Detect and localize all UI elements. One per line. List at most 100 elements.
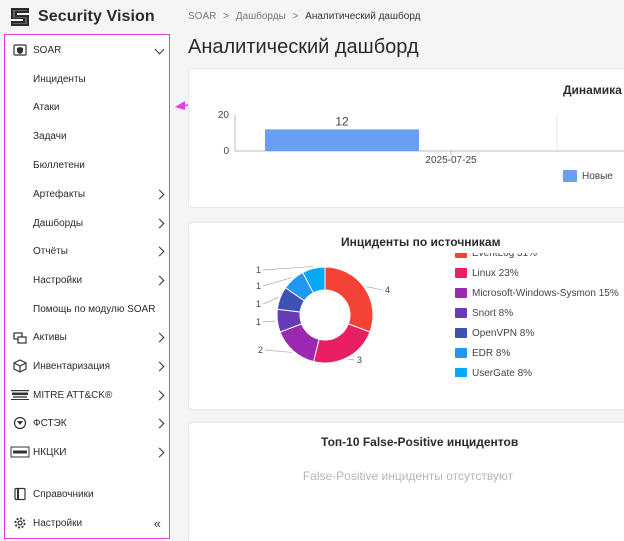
sidebar-item-soar[interactable]: SOAR bbox=[5, 36, 169, 64]
sources-legend: EventLog 31% Linux 23% Microsoft-Windows-S… bbox=[189, 253, 624, 377]
sidebar-item-label: Инциденты bbox=[33, 73, 86, 85]
legend-swatch bbox=[455, 288, 467, 298]
chevron-right-icon bbox=[154, 246, 165, 256]
legend-label: Microsoft-Windows-Sysmon 15% bbox=[472, 287, 619, 299]
chevron-right-icon bbox=[154, 218, 165, 228]
sidebar-item-reports[interactable]: Отчёты bbox=[5, 237, 169, 265]
y-tick-label: 0 bbox=[223, 146, 229, 157]
bar-data-label: 12 bbox=[335, 114, 349, 128]
chevron-right-icon bbox=[154, 418, 165, 428]
sidebar-item-label: Настройки bbox=[33, 274, 83, 286]
soar-shield-icon bbox=[13, 43, 27, 57]
sidebar-item-soar-settings[interactable]: Настройки bbox=[5, 266, 169, 294]
sources-card: Инциденты по источникам 4 3 2 1 1 1 1 EventLog… bbox=[188, 222, 624, 410]
legend-item[interactable]: OpenVPN 8% bbox=[455, 327, 534, 339]
sidebar-item-label: Активы bbox=[33, 331, 67, 343]
sidebar-item-label: Атаки bbox=[33, 101, 60, 113]
security-vision-logo-icon bbox=[8, 6, 32, 28]
dynamics-card: Динамика 0 20 12 2025-07-25 Новые bbox=[188, 68, 624, 208]
sidebar-item-artifacts[interactable]: Артефакты bbox=[5, 180, 169, 208]
sidebar-item-label: Бюллетени bbox=[33, 159, 85, 171]
breadcrumb-dashboards[interactable]: Дашборды bbox=[235, 11, 286, 22]
legend-swatch bbox=[455, 308, 467, 318]
sidebar: SOAR Инциденты Атаки Задачи Бюллетени Ар… bbox=[4, 34, 170, 539]
sidebar-item-attacks[interactable]: Атаки bbox=[5, 93, 169, 121]
collapse-sidebar-icon[interactable]: « bbox=[153, 515, 161, 531]
legend-item[interactable]: Linux 23% bbox=[455, 267, 519, 279]
false-positive-card: Топ-10 False-Positive инцидентов False-P… bbox=[188, 422, 624, 541]
legend-swatch bbox=[455, 348, 467, 358]
slice-leader-line bbox=[262, 277, 292, 287]
sidebar-item-nkcki[interactable]: НКЦКИ bbox=[5, 438, 169, 466]
legend-new[interactable]: Новые bbox=[563, 170, 613, 182]
legend-swatch bbox=[455, 268, 467, 278]
slice-value-label: 4 bbox=[385, 285, 390, 295]
breadcrumb-separator: > bbox=[223, 11, 229, 22]
page-title: Аналитический дашборд bbox=[188, 36, 419, 58]
chevron-right-icon bbox=[154, 332, 165, 342]
slice-leader-line bbox=[262, 320, 276, 323]
fstek-emblem-icon bbox=[13, 416, 27, 430]
pie-slice[interactable] bbox=[324, 266, 374, 333]
chevron-right-icon bbox=[154, 447, 165, 457]
book-icon bbox=[13, 487, 27, 501]
legend-item[interactable]: UserGate 8% bbox=[455, 367, 532, 377]
slice-value-label: 2 bbox=[258, 345, 263, 355]
sidebar-item-directories[interactable]: Справочники bbox=[5, 480, 169, 508]
legend-label: EDR 8% bbox=[472, 347, 511, 359]
chevron-right-icon bbox=[154, 275, 165, 285]
sidebar-item-fstek[interactable]: ФСТЭК bbox=[5, 409, 169, 437]
empty-state-message: False-Positive инциденты отсутствуют bbox=[302, 469, 514, 483]
breadcrumb: SOAR > Дашборды > Аналитический дашборд bbox=[188, 11, 424, 22]
false-positive-title: Топ-10 False-Positive инцидентов bbox=[321, 435, 519, 449]
gear-icon bbox=[13, 516, 27, 530]
legend-item[interactable]: Snort 8% bbox=[455, 307, 513, 319]
slice-value-label: 1 bbox=[256, 299, 261, 309]
bar[interactable] bbox=[265, 129, 419, 151]
legend-swatch bbox=[563, 170, 577, 182]
sidebar-item-label: Инвентаризация bbox=[33, 360, 111, 372]
sidebar-item-label: SOAR bbox=[33, 44, 62, 56]
mitre-attack-logo-icon bbox=[10, 388, 30, 402]
sidebar-item-label: Справочники bbox=[33, 488, 94, 500]
legend-item[interactable]: EDR 8% bbox=[455, 347, 510, 359]
sidebar-item-label: Настройки bbox=[33, 517, 83, 529]
legend-item[interactable]: Microsoft-Windows-Sysmon 15% bbox=[455, 287, 619, 299]
sidebar-item-settings[interactable]: Настройки « bbox=[5, 509, 169, 537]
legend-item[interactable]: EventLog 31% bbox=[455, 253, 537, 259]
breadcrumb-current: Аналитический дашборд bbox=[305, 11, 421, 22]
legend-label: UserGate 8% bbox=[472, 367, 533, 378]
sidebar-item-label: MITRE ATT&CK® bbox=[33, 389, 113, 401]
sidebar-item-label: ФСТЭК bbox=[33, 417, 67, 429]
sidebar-item-incidents[interactable]: Инциденты bbox=[5, 65, 169, 93]
sidebar-item-soar-help[interactable]: Помощь по модулю SOAR bbox=[5, 295, 169, 323]
sidebar-item-tasks[interactable]: Задачи bbox=[5, 122, 169, 150]
slice-value-label: 1 bbox=[256, 265, 261, 275]
slice-leader-line bbox=[262, 266, 314, 271]
sidebar-item-label: Задачи bbox=[33, 130, 67, 142]
legend-swatch bbox=[455, 253, 467, 258]
sidebar-item-inventory[interactable]: Инвентаризация bbox=[5, 352, 169, 380]
pie-slice[interactable] bbox=[302, 266, 326, 294]
sidebar-item-assets[interactable]: Активы bbox=[5, 323, 169, 351]
app-logo[interactable]: Security Vision bbox=[8, 4, 155, 30]
legend-label: Новые bbox=[582, 170, 613, 182]
sidebar-item-dashboards[interactable]: Дашборды bbox=[5, 209, 169, 237]
legend-label: OpenVPN 8% bbox=[472, 327, 535, 339]
dynamics-chart: 0 20 12 2025-07-25 bbox=[218, 110, 624, 166]
slice-value-label: 1 bbox=[256, 281, 261, 291]
chevron-right-icon bbox=[154, 361, 165, 371]
sidebar-item-bulletins[interactable]: Бюллетени bbox=[5, 151, 169, 179]
nkcki-logo-icon bbox=[10, 445, 30, 459]
legend-swatch bbox=[455, 328, 467, 338]
sidebar-item-label: Помощь по модулю SOAR bbox=[33, 303, 156, 315]
sidebar-item-label: НКЦКИ bbox=[33, 446, 67, 458]
sidebar-item-label: Отчёты bbox=[33, 245, 68, 257]
sources-donut-chart: 4 3 2 1 1 1 1 bbox=[256, 265, 390, 365]
breadcrumb-soar[interactable]: SOAR bbox=[188, 11, 217, 22]
chevron-down-icon bbox=[154, 44, 165, 55]
sidebar-item-label: Артефакты bbox=[33, 188, 86, 200]
chevron-right-icon bbox=[154, 189, 165, 199]
breadcrumb-separator: > bbox=[292, 11, 299, 22]
sidebar-item-mitre[interactable]: MITRE ATT&CK® bbox=[5, 381, 169, 409]
